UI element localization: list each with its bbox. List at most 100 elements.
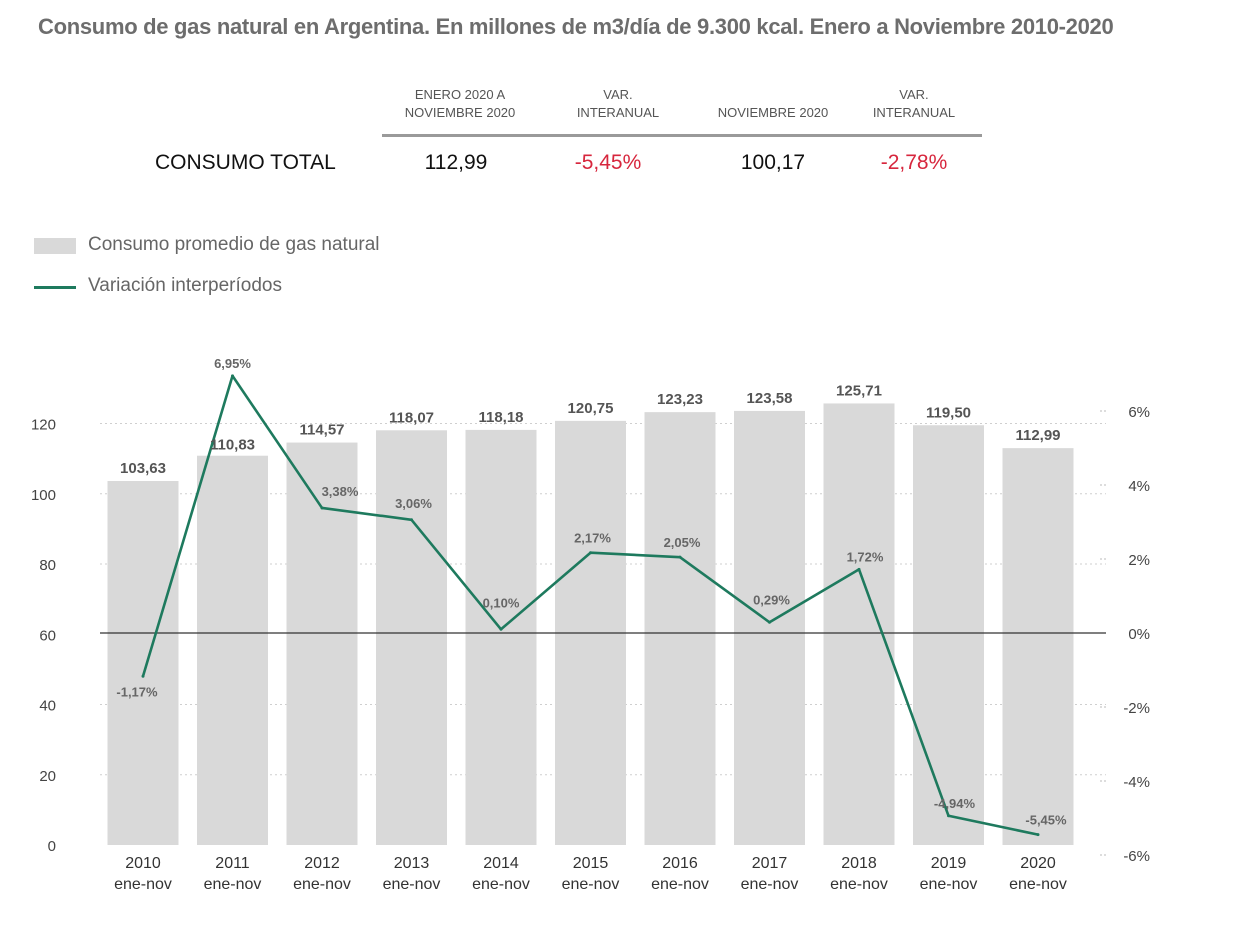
y-right-tick-label: -6% — [1123, 848, 1150, 865]
bar-value-label: 103,63 — [120, 460, 166, 477]
axes: 0 20 40 60 80 100 120 -6% -4% -2% 0% 2% 4% 6% 2010 ene-… — [31, 404, 1150, 893]
bars — [107, 403, 1074, 845]
bar — [286, 442, 358, 845]
legend-line-label: Variación interperíodos — [88, 275, 282, 296]
line-point — [410, 518, 413, 522]
bar-value-label: 118,07 — [389, 409, 434, 426]
legend-bar-swatch — [34, 238, 76, 254]
bar — [107, 480, 179, 845]
y-left-tick-label: 0 — [48, 838, 56, 855]
line-point — [320, 506, 324, 510]
bar — [823, 403, 895, 845]
summary-header-text: VAR. INTERANUAL — [872, 87, 956, 120]
x-tick-sublabel: ene-nov — [472, 876, 530, 893]
y-left-tick-label: 120 — [31, 417, 56, 434]
bar-value-label: 110,83 — [210, 437, 255, 454]
x-tick-label: 2013 — [394, 855, 430, 872]
summary-header-period: ENERO 2020 A NOVIEMBRE 2020 — [392, 86, 528, 122]
summary-header-var: VAR. INTERANUAL — [560, 86, 676, 122]
line-point — [678, 555, 682, 559]
line-point — [768, 620, 771, 624]
y-left-tick-label: 100 — [31, 487, 56, 504]
x-tick-label: 2010 — [125, 855, 161, 872]
summary-value-var: -5,45% — [574, 151, 642, 174]
y-right-tick-label: 6% — [1128, 404, 1150, 421]
line-point — [947, 814, 950, 818]
data-labels: 103,63 110,83 114,57 118,07 118,18 120,75 123,… — [116, 356, 1067, 828]
x-tick-sublabel: ene-nov — [920, 876, 978, 893]
y-right-tick-label: 2% — [1128, 552, 1150, 569]
summary-table: ENERO 2020 A NOVIEMBRE 2020 VAR. INTERAN… — [0, 0, 1244, 200]
x-tick-label: 2012 — [304, 855, 340, 872]
line-point — [857, 567, 861, 571]
bar-value-label: 114,57 — [299, 422, 344, 439]
x-tick-sublabel: ene-nov — [383, 876, 441, 893]
x-tick-sublabel: ene-nov — [562, 876, 620, 893]
x-tick-label: 2011 — [215, 855, 250, 872]
bar-value-label: 119,50 — [926, 404, 971, 421]
x-tick-label: 2019 — [931, 855, 967, 872]
x-tick-sublabel: ene-nov — [1009, 876, 1067, 893]
bar-value-label: 125,71 — [836, 382, 882, 399]
line-value-label: 2,05% — [664, 535, 701, 550]
bar-value-label: 123,23 — [657, 391, 703, 408]
summary-header-var-month: VAR. INTERANUAL — [856, 86, 972, 122]
legend-line-swatch — [34, 286, 76, 289]
y-left-tick-label: 20 — [39, 768, 56, 785]
bar — [376, 430, 447, 845]
y-left-tick-label: 80 — [39, 557, 56, 574]
line-point — [499, 627, 503, 631]
summary-header-text: NOVIEMBRE 2020 — [717, 105, 829, 120]
x-tick-sublabel: ene-nov — [293, 876, 351, 893]
bar — [197, 455, 268, 845]
line-value-label: -4,94% — [934, 796, 976, 811]
x-tick-label: 2020 — [1020, 855, 1056, 872]
summary-header-text: VAR. INTERANUAL — [576, 87, 660, 120]
line-value-label: 3,06% — [395, 496, 432, 511]
summary-header-text: ENERO 2020 A NOVIEMBRE 2020 — [404, 87, 516, 120]
x-tick-label: 2015 — [573, 855, 609, 872]
summary-value-period: 112,99 — [424, 151, 488, 174]
summary-value-var-month: -2,78% — [880, 151, 948, 174]
x-tick-sublabel: ene-nov — [830, 876, 888, 893]
line-point — [1036, 833, 1040, 837]
y-right-tick-label: -4% — [1123, 774, 1150, 791]
line-value-label: -1,17% — [116, 684, 158, 699]
y-left-tick-label: 60 — [39, 627, 56, 644]
line-value-label: 1,72% — [847, 549, 884, 564]
x-tick-label: 2014 — [483, 855, 519, 872]
bar-value-label: 120,75 — [568, 400, 614, 417]
x-tick-sublabel: ene-nov — [651, 876, 709, 893]
line-value-label: 3,38% — [322, 484, 359, 499]
y-right-tick-label: -2% — [1123, 700, 1150, 717]
summary-header-rule — [382, 134, 982, 137]
bar-value-label: 123,58 — [747, 390, 793, 407]
bar-value-label: 118,18 — [478, 409, 523, 426]
legend-bar-label: Consumo promedio de gas natural — [88, 234, 380, 255]
line-value-label: 0,29% — [753, 592, 790, 607]
summary-value-month: 100,17 — [740, 151, 806, 174]
line-point — [231, 374, 234, 378]
line-point — [141, 674, 145, 678]
x-tick-label: 2017 — [752, 855, 788, 872]
line-series — [141, 374, 1040, 837]
x-tick-sublabel: ene-nov — [114, 876, 172, 893]
summary-header-month: NOVIEMBRE 2020 — [700, 104, 846, 122]
bar — [734, 410, 805, 845]
bar-value-label: 112,99 — [1015, 427, 1060, 444]
summary-row-label: CONSUMO TOTAL — [155, 151, 336, 174]
y-right-tick-label: 4% — [1128, 478, 1150, 495]
y-left-tick-label: 40 — [39, 698, 56, 715]
bar — [1002, 448, 1074, 845]
x-tick-label: 2018 — [841, 855, 877, 872]
line-value-label: 2,17% — [574, 531, 611, 546]
x-tick-label: 2016 — [662, 855, 698, 872]
y-right-tick-label: 0% — [1128, 626, 1150, 643]
x-tick-sublabel: ene-nov — [204, 876, 262, 893]
line-point — [589, 551, 592, 555]
x-tick-sublabel: ene-nov — [741, 876, 799, 893]
line-value-label: 0,10% — [483, 595, 520, 610]
bar — [913, 425, 984, 845]
bar — [465, 429, 537, 845]
